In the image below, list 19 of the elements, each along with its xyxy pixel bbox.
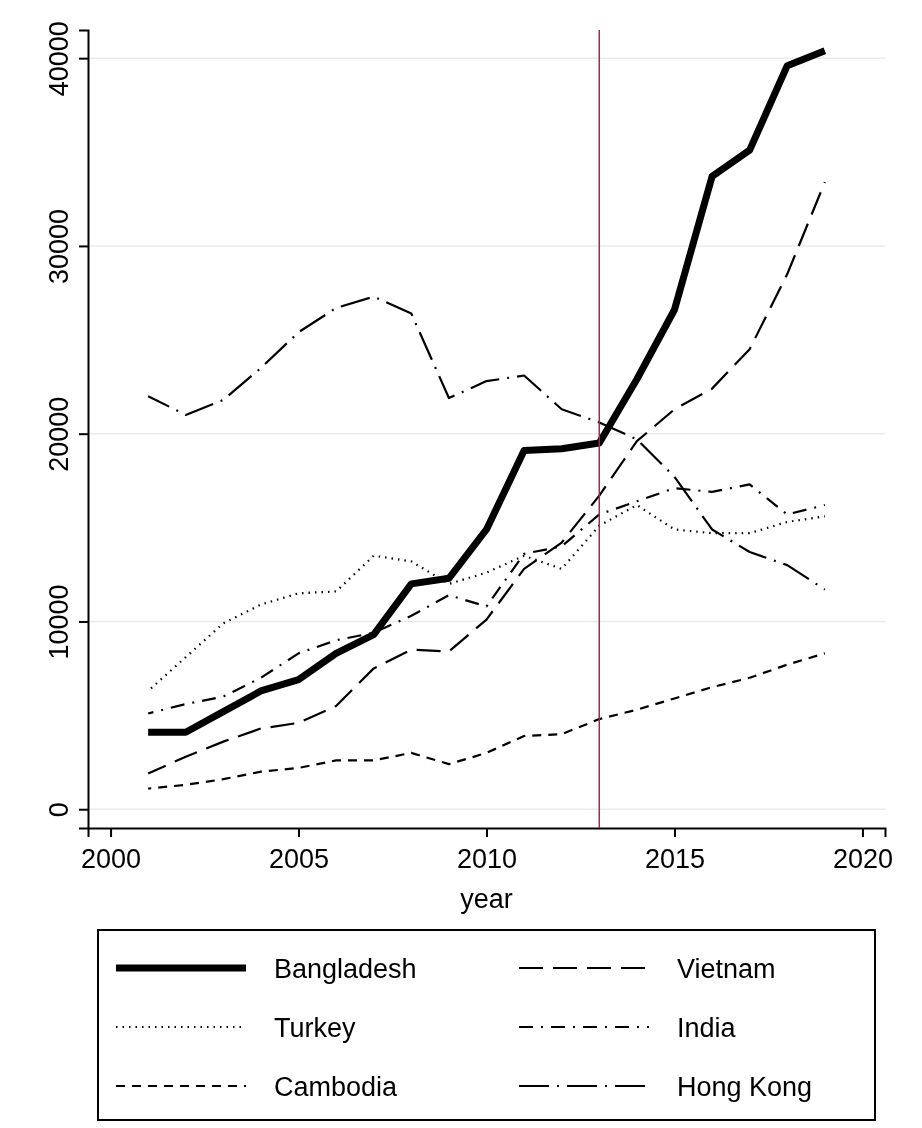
x-tick-label: 2000 bbox=[81, 844, 142, 875]
legend-label: Turkey bbox=[274, 1013, 357, 1043]
x-tick-label: 2020 bbox=[832, 844, 893, 875]
legend-label: India bbox=[677, 1013, 737, 1043]
line-series bbox=[147, 180, 826, 775]
y-tick-label: 0 bbox=[44, 802, 74, 818]
legend-label: Cambodia bbox=[274, 1072, 399, 1102]
legend-label: Bangladesh bbox=[274, 954, 417, 984]
y-tick-label: 10000 bbox=[44, 584, 74, 660]
x-tick-label: 2015 bbox=[644, 844, 706, 875]
x-axis-title: year bbox=[460, 884, 513, 914]
y-tick-label: 20000 bbox=[44, 396, 74, 472]
x-tick-label: 2005 bbox=[268, 844, 330, 875]
legend-label: Vietnam bbox=[677, 954, 776, 984]
x-tick-label: 2010 bbox=[456, 844, 518, 875]
line-series bbox=[147, 652, 826, 790]
y-tick-label: 30000 bbox=[44, 208, 74, 284]
y-tick-label: 40000 bbox=[44, 21, 74, 97]
legend-label: Hong Kong bbox=[677, 1072, 813, 1102]
